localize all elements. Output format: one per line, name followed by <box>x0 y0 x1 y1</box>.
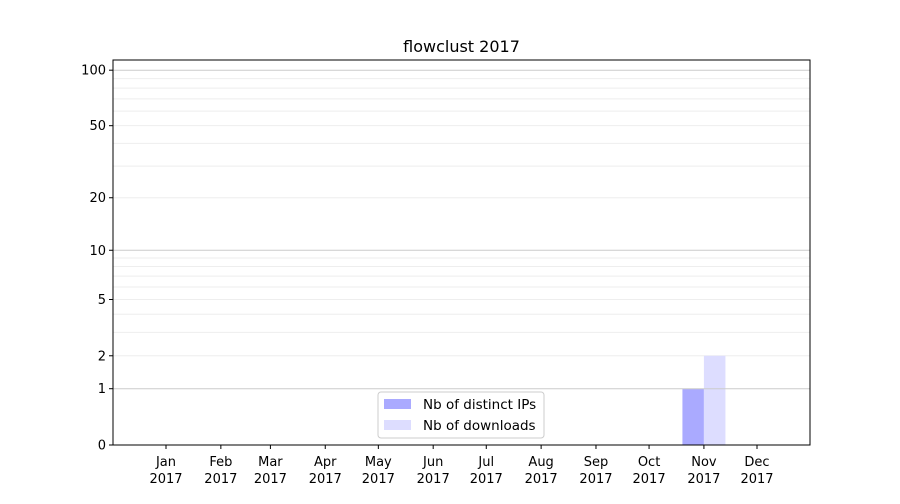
x-tick-label-year: 2017 <box>633 472 666 487</box>
x-tick-label-month: Aug <box>528 455 553 470</box>
x-tick-label-year: 2017 <box>687 472 720 487</box>
y-tick-label: 5 <box>98 293 106 308</box>
x-tick-label-year: 2017 <box>579 472 612 487</box>
x-tick-label-year: 2017 <box>417 472 450 487</box>
y-tick-label: 50 <box>89 119 106 134</box>
bar-downloads-nov <box>703 355 726 445</box>
x-tick-label-year: 2017 <box>149 472 182 487</box>
y-tick-label: 100 <box>81 64 106 79</box>
x-tick-label-month: Apr <box>314 455 337 470</box>
x-tick-label-month: Jul <box>477 455 494 470</box>
x-tick-label-year: 2017 <box>254 472 287 487</box>
x-tick-label-year: 2017 <box>309 472 342 487</box>
y-tick-label: 2 <box>98 349 106 364</box>
x-tick-label-month: May <box>365 455 392 470</box>
legend-label-downloads: Nb of downloads <box>423 418 536 434</box>
plot-frame <box>112 59 811 446</box>
x-tick-label-month: Mar <box>258 455 283 470</box>
x-tick-label-month: Dec <box>744 455 769 470</box>
y-tick-label: 1 <box>98 382 106 397</box>
x-tick-label-year: 2017 <box>204 472 237 487</box>
x-tick-label-year: 2017 <box>740 472 773 487</box>
x-tick-label-month: Jun <box>422 455 443 470</box>
bar-ips-nov <box>682 388 704 445</box>
x-tick-label-month: Sep <box>584 455 609 470</box>
legend: Nb of distinct IPs Nb of downloads <box>377 391 545 439</box>
legend-swatch-ips <box>384 399 411 409</box>
x-tick-label-month: Oct <box>638 455 660 470</box>
y-tick-label: 20 <box>89 191 106 206</box>
y-tick-label: 10 <box>89 244 106 259</box>
grid <box>113 78 810 357</box>
legend-label-ips: Nb of distinct IPs <box>423 397 536 413</box>
x-tick-label-year: 2017 <box>362 472 395 487</box>
y-axis: 0 1 2 5 10 20 50 100 <box>81 64 113 454</box>
x-tick-label-year: 2017 <box>470 472 503 487</box>
x-tick-label-month: Feb <box>209 455 232 470</box>
x-tick-label-month: Jan <box>155 455 176 470</box>
legend-swatch-downloads <box>384 420 411 430</box>
chart-title: flowclust 2017 <box>403 37 520 56</box>
y-tick-label: 0 <box>98 439 106 454</box>
x-tick-label-year: 2017 <box>525 472 558 487</box>
x-axis: Jan 2017 Feb 2017 Mar 2017 Apr 2017 May 2017 Jun 20… <box>149 445 774 487</box>
x-tick-label-month: Nov <box>691 455 717 470</box>
bars <box>682 355 726 445</box>
